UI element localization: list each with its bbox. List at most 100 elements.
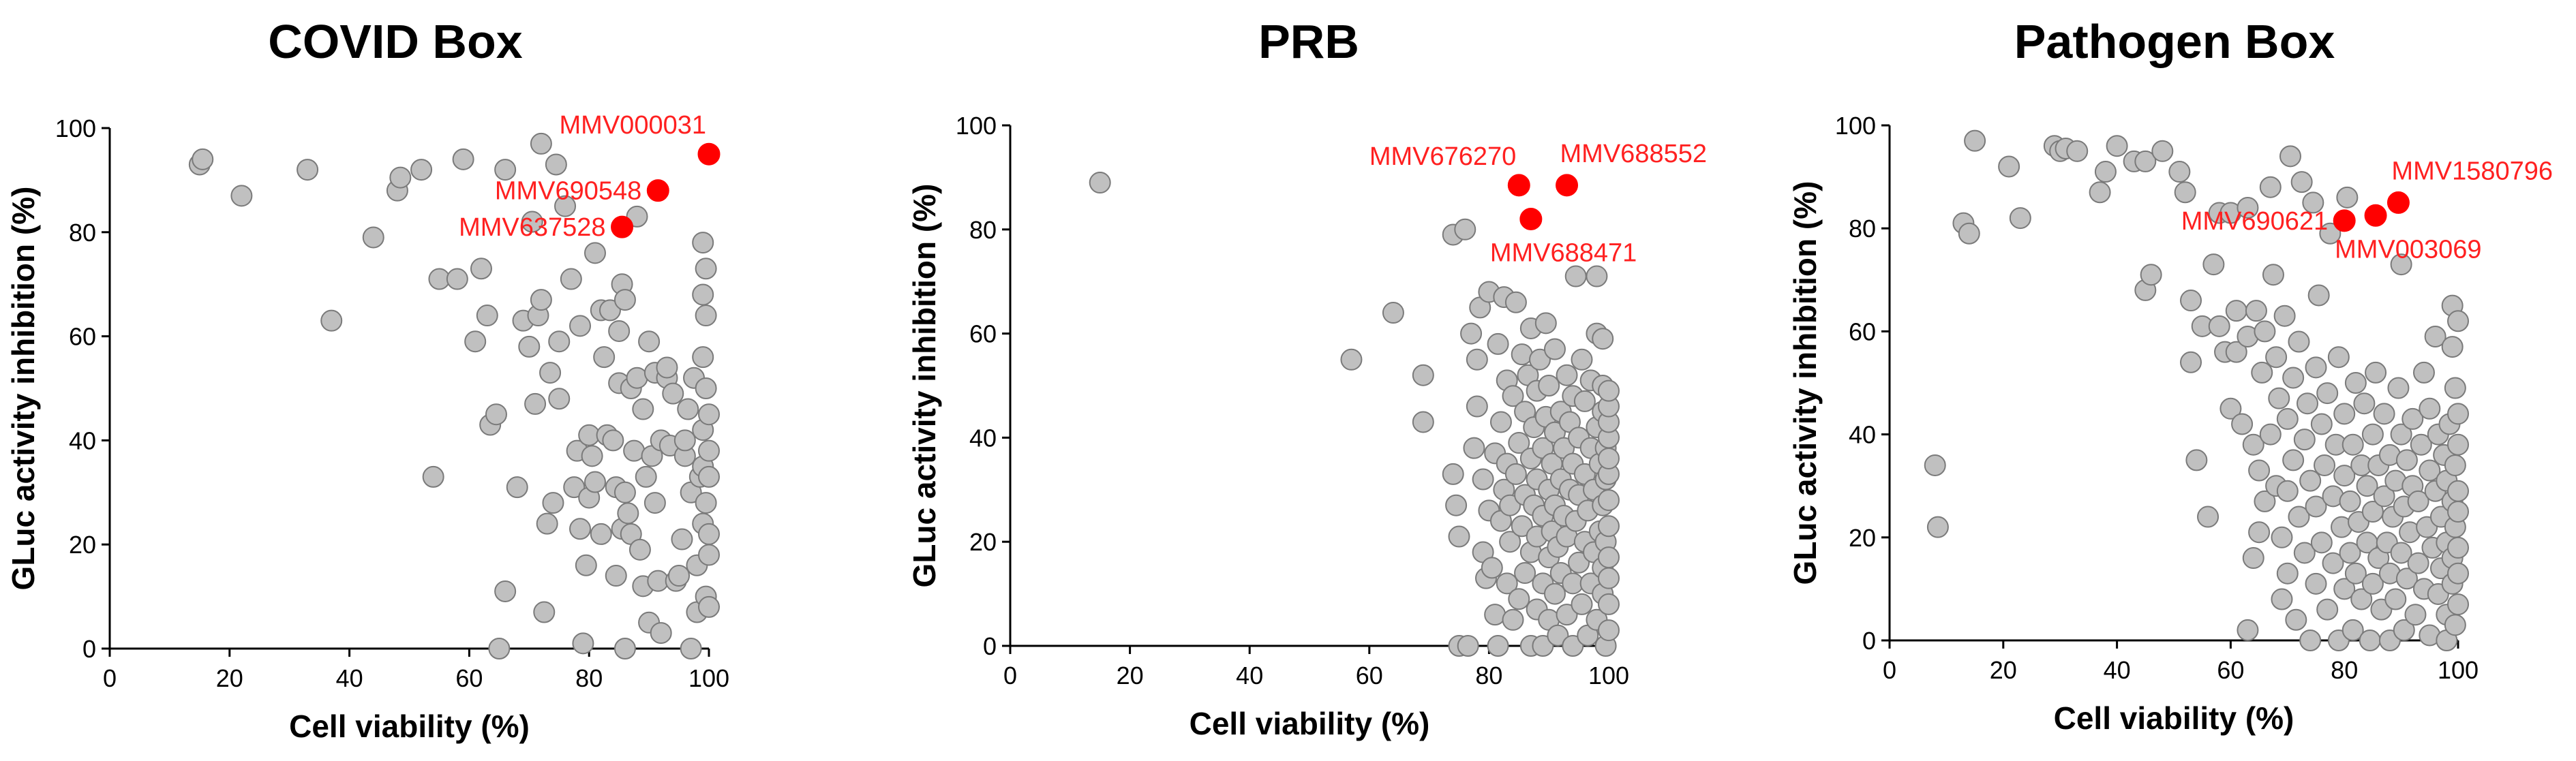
y-tick-label: 60 <box>969 320 997 348</box>
data-point <box>2447 433 2469 456</box>
data-point <box>2447 403 2469 425</box>
data-point <box>563 476 586 499</box>
data-point <box>2305 572 2327 595</box>
data-point <box>488 638 511 659</box>
data-point <box>1340 348 1363 371</box>
data-point <box>2342 433 2364 456</box>
data-point <box>2271 588 2293 610</box>
data-point <box>2180 351 2202 373</box>
data-point <box>1586 265 1608 288</box>
data-point <box>2268 387 2290 409</box>
data-point <box>643 492 666 514</box>
data-point <box>494 159 517 181</box>
data-point <box>2393 619 2415 641</box>
data-point <box>2259 423 2282 446</box>
data-point <box>698 595 720 618</box>
data-point <box>2327 346 2350 369</box>
data-point <box>1487 332 1509 355</box>
data-point <box>613 638 636 659</box>
data-point <box>698 523 720 545</box>
data-point <box>2419 459 2441 482</box>
data-point <box>524 392 547 415</box>
data-point <box>1964 129 1986 152</box>
data-point <box>1543 338 1566 360</box>
hit-point <box>1556 174 1579 197</box>
data-point <box>581 445 603 467</box>
data-point <box>1502 385 1524 407</box>
y-tick-label: 20 <box>69 531 96 559</box>
data-point <box>2384 588 2407 610</box>
data-point <box>536 512 558 535</box>
data-point <box>548 388 571 410</box>
data-point <box>2447 593 2469 616</box>
data-point <box>542 492 564 514</box>
data-point <box>2245 300 2267 322</box>
data-point <box>1514 562 1536 585</box>
x-axis-title: Cell viability (%) <box>2054 700 2294 736</box>
data-point <box>673 429 696 452</box>
data-point <box>230 185 253 207</box>
data-point <box>2254 320 2276 343</box>
hit-point <box>2364 204 2387 227</box>
data-point <box>362 226 384 249</box>
y-tick-label: 100 <box>1835 112 1876 140</box>
data-point <box>1489 411 1512 433</box>
data-point <box>1998 155 2020 178</box>
data-point <box>2359 630 2381 651</box>
data-point <box>1598 515 1620 538</box>
data-point <box>698 403 720 426</box>
data-point <box>1534 312 1557 335</box>
data-point <box>2373 485 2395 508</box>
data-point <box>539 362 562 384</box>
data-point <box>2447 562 2469 585</box>
data-point <box>1926 516 1949 538</box>
x-axis-title: Cell viability (%) <box>289 709 530 744</box>
y-tick-label: 60 <box>69 323 96 351</box>
data-point <box>2273 305 2296 327</box>
data-point <box>650 622 672 644</box>
data-point <box>2342 619 2364 641</box>
data-point <box>1564 265 1587 288</box>
data-point <box>2395 568 2418 590</box>
x-tick-label: 80 <box>575 664 603 692</box>
data-point <box>2288 330 2310 353</box>
data-point <box>1412 364 1434 386</box>
y-tick-label: 0 <box>82 635 96 663</box>
data-point <box>671 528 693 550</box>
data-point <box>464 330 487 353</box>
data-point <box>470 258 492 280</box>
data-point <box>2339 542 2361 564</box>
data-point <box>1484 604 1506 626</box>
data-point <box>1598 567 1620 589</box>
data-point <box>1543 583 1566 605</box>
data-point <box>602 429 624 452</box>
data-point <box>2237 196 2259 219</box>
data-point <box>2344 372 2367 394</box>
x-tick-label: 40 <box>2104 656 2131 684</box>
hit-point <box>1507 174 1530 197</box>
hit-label: MMV1580796 <box>2391 157 2553 185</box>
data-point <box>2390 423 2412 446</box>
data-point <box>2390 542 2412 564</box>
data-point <box>2333 578 2356 600</box>
data-point <box>2305 356 2327 379</box>
data-point <box>476 305 498 327</box>
data-point <box>2447 310 2469 332</box>
data-point <box>1958 222 1980 245</box>
data-point <box>2276 407 2299 430</box>
y-tick-label: 0 <box>983 632 997 660</box>
data-point <box>1089 172 1111 194</box>
data-point <box>2094 161 2117 183</box>
data-point <box>2279 145 2301 168</box>
data-point <box>584 242 606 264</box>
y-axis-title: GLuc activity inhibition (%) <box>5 187 41 591</box>
data-point <box>422 465 444 488</box>
data-point <box>668 565 691 587</box>
data-points <box>1089 172 1620 657</box>
data-point <box>1573 390 1596 412</box>
x-tick-label: 20 <box>216 664 243 692</box>
data-point <box>2444 614 2466 636</box>
data-point <box>2447 536 2469 559</box>
data-point <box>1571 348 1593 371</box>
